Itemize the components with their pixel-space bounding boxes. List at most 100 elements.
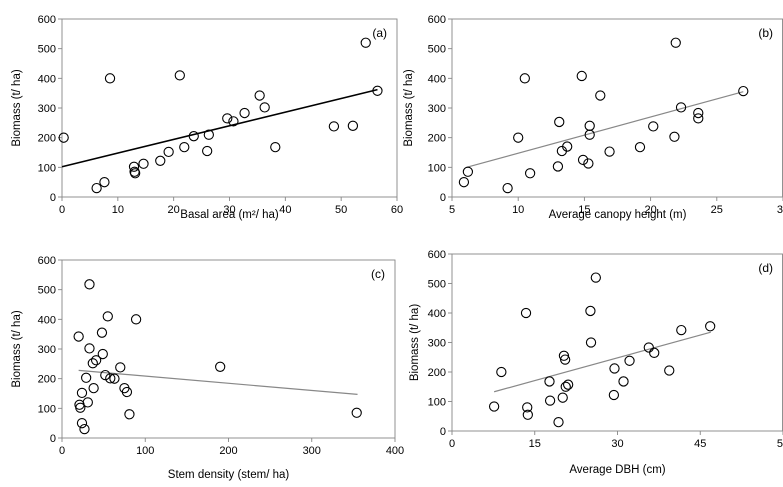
data-point bbox=[188, 131, 199, 142]
data-point bbox=[79, 423, 90, 435]
y-tick-label: 300 bbox=[428, 338, 446, 350]
data-point bbox=[138, 158, 149, 169]
data-point bbox=[109, 373, 120, 384]
data-point bbox=[693, 113, 704, 124]
y-tick-label: 500 bbox=[428, 279, 446, 291]
x-tick-label: 55 bbox=[777, 438, 783, 450]
data-point bbox=[124, 409, 135, 420]
data-point bbox=[174, 70, 185, 81]
data-point bbox=[115, 362, 126, 373]
y-tick-label: 200 bbox=[428, 367, 446, 379]
x-tick-label: 100 bbox=[136, 445, 154, 457]
data-point bbox=[502, 182, 513, 194]
data-point bbox=[583, 158, 594, 169]
x-tick-label: 30 bbox=[777, 204, 783, 216]
panel-label: (d) bbox=[758, 261, 773, 275]
y-axis-label: Biomass (t/ ha) bbox=[409, 304, 421, 381]
data-point bbox=[643, 342, 654, 353]
x-tick-label: 5 bbox=[449, 204, 455, 216]
data-point bbox=[488, 401, 500, 412]
panel-d: 0 100 200 300 400 500 600 0 15 30 45 55 (d) Average D… bbox=[409, 249, 783, 476]
data-point bbox=[520, 307, 532, 319]
plot-frame bbox=[451, 18, 783, 198]
x-tick-label: 0 bbox=[59, 204, 65, 216]
y-tick-label: 100 bbox=[428, 397, 446, 409]
y-tick-label: 600 bbox=[38, 255, 56, 267]
data-point bbox=[560, 381, 571, 392]
data-point bbox=[576, 70, 587, 82]
data-point bbox=[705, 321, 716, 332]
data-point bbox=[590, 272, 601, 283]
data-point bbox=[604, 146, 615, 157]
y-tick-label: 400 bbox=[38, 314, 56, 326]
x-tick-label: 0 bbox=[449, 438, 455, 450]
plot-frame bbox=[61, 18, 398, 198]
data-point bbox=[552, 161, 564, 172]
data-point bbox=[129, 168, 141, 179]
panel-label: (b) bbox=[758, 26, 773, 40]
x-tick-label: 50 bbox=[335, 204, 347, 216]
data-point bbox=[524, 168, 536, 179]
y-tick-label: 500 bbox=[428, 44, 446, 56]
data-point bbox=[88, 383, 99, 394]
data-point bbox=[664, 365, 675, 376]
data-point bbox=[104, 73, 116, 84]
data-point bbox=[670, 37, 681, 48]
panel-a: 0 100 200 300 400 500 600 0 10 20 30 40 50 60 (a) Basal… bbox=[11, 14, 403, 221]
data-point bbox=[228, 116, 239, 127]
data-point bbox=[559, 354, 571, 365]
data-point bbox=[76, 418, 88, 429]
data-point bbox=[84, 343, 95, 354]
data-point bbox=[270, 142, 281, 153]
data-point bbox=[585, 337, 597, 348]
data-point bbox=[584, 120, 595, 131]
data-point bbox=[553, 416, 564, 428]
data-point bbox=[179, 142, 190, 153]
x-tick-label: 10 bbox=[112, 204, 124, 216]
data-point bbox=[239, 107, 250, 119]
y-tick-label: 300 bbox=[428, 103, 446, 115]
x-tick-label: 10 bbox=[512, 204, 524, 216]
data-point bbox=[121, 386, 133, 398]
x-axis-label: Basal area (m²/ ha) bbox=[180, 209, 279, 221]
y-tick-label: 0 bbox=[50, 433, 56, 445]
data-point bbox=[347, 120, 359, 131]
data-point bbox=[648, 121, 659, 132]
data-point bbox=[155, 155, 166, 166]
data-point bbox=[97, 348, 108, 360]
x-tick-label: 20 bbox=[168, 204, 180, 216]
y-tick-label: 400 bbox=[38, 73, 56, 85]
x-tick-label: 40 bbox=[279, 204, 291, 216]
data-point bbox=[130, 314, 142, 325]
data-point bbox=[513, 132, 524, 143]
x-tick-label: 45 bbox=[694, 438, 706, 450]
data-point bbox=[99, 177, 110, 188]
x-axis-label: Average canopy height (m) bbox=[549, 209, 687, 221]
data-point bbox=[372, 85, 383, 96]
plot-frame bbox=[451, 253, 783, 432]
trendline bbox=[493, 331, 711, 393]
data-point bbox=[84, 279, 95, 290]
data-point bbox=[522, 402, 533, 413]
y-tick-label: 300 bbox=[38, 344, 56, 356]
y-tick-label: 100 bbox=[38, 403, 56, 415]
data-point bbox=[649, 347, 660, 358]
data-point bbox=[254, 90, 265, 101]
y-tick-label: 200 bbox=[38, 133, 56, 145]
data-point bbox=[96, 327, 108, 338]
x-tick-label: 60 bbox=[391, 204, 403, 216]
y-tick-label: 200 bbox=[38, 374, 56, 386]
data-point bbox=[557, 392, 568, 403]
data-point bbox=[128, 161, 140, 172]
data-point bbox=[675, 102, 687, 113]
x-axis-label: Stem density (stem/ ha) bbox=[168, 469, 290, 481]
data-point bbox=[360, 37, 371, 48]
y-tick-label: 0 bbox=[440, 426, 446, 438]
data-point bbox=[544, 395, 556, 406]
y-tick-label: 400 bbox=[428, 308, 446, 320]
x-tick-label: 200 bbox=[219, 445, 237, 457]
x-tick-label: 20 bbox=[644, 204, 656, 216]
data-point bbox=[76, 387, 88, 399]
y-tick-label: 500 bbox=[38, 44, 56, 56]
data-point bbox=[519, 73, 530, 84]
